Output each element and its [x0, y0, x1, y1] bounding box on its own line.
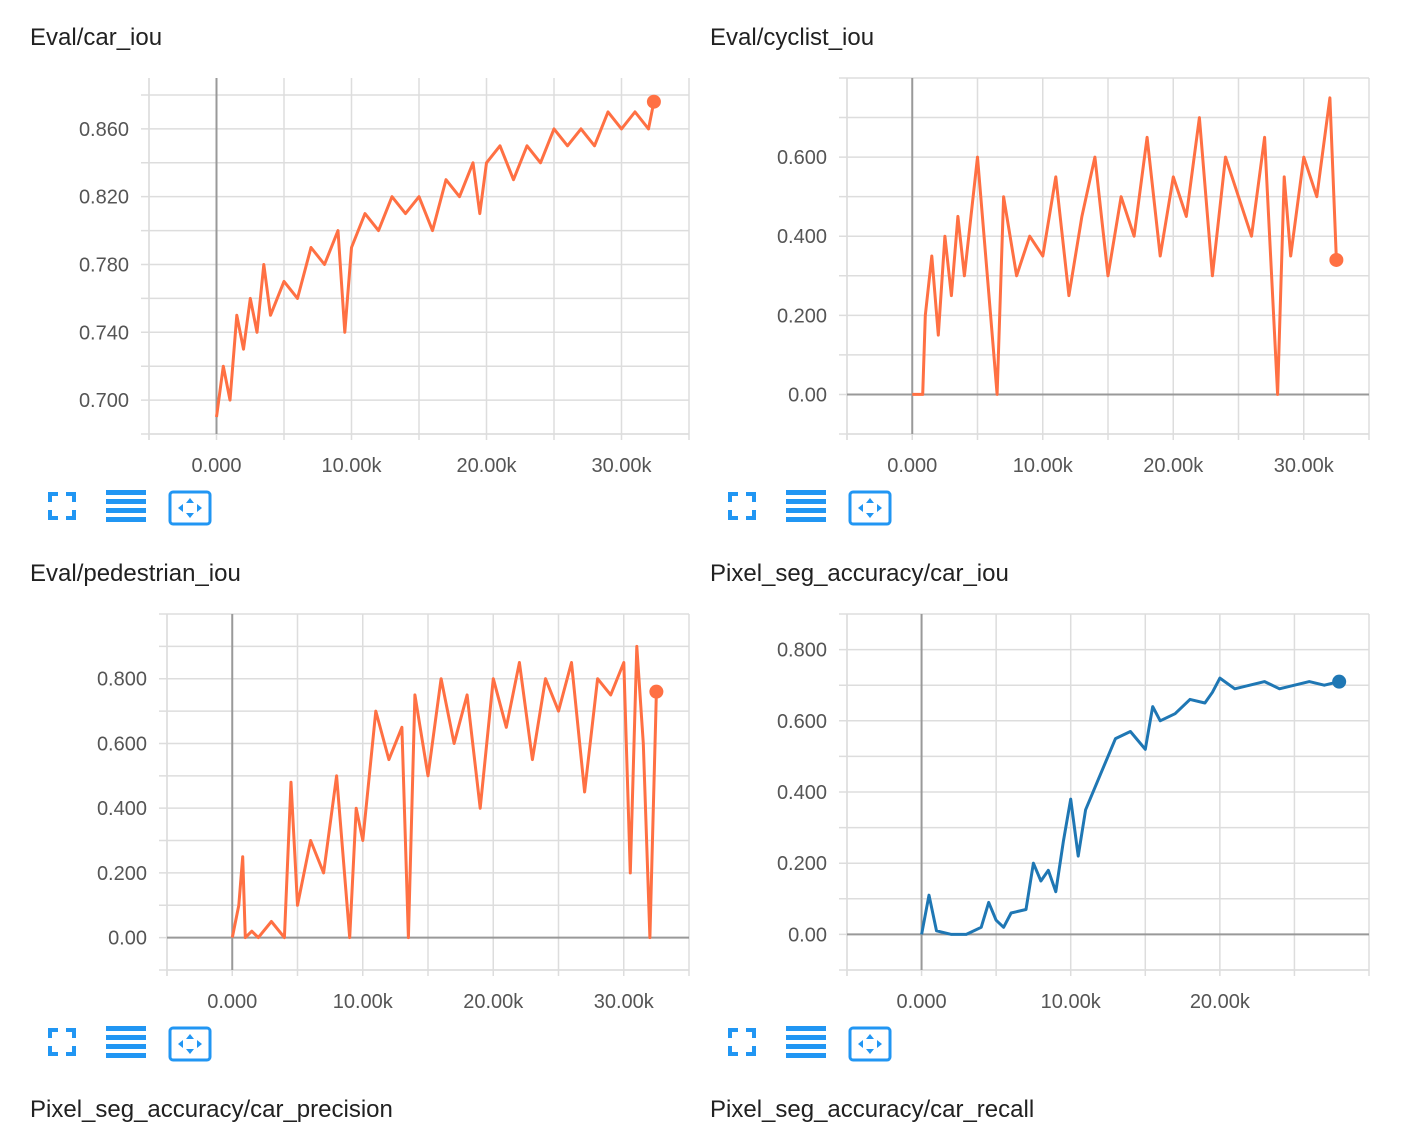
y-tick-label: 0.00 [108, 928, 147, 950]
next-chart-title-precision: Pixel_seg_accuracy/car_precision [30, 1096, 393, 1124]
fullscreen-icon [726, 1026, 758, 1058]
x-tick-label: 0.000 [887, 455, 937, 477]
y-tick-label: 0.400 [777, 782, 827, 804]
last-point-marker [1329, 253, 1343, 267]
x-tick-label: 20.00k [1143, 455, 1204, 477]
x-tick-label: 0.000 [191, 455, 241, 477]
series-line [922, 678, 1340, 934]
fit-domain-button[interactable] [848, 490, 884, 526]
x-tick-label: 30.00k [1274, 455, 1335, 477]
last-point-marker [649, 685, 663, 699]
fullscreen-button[interactable] [726, 490, 762, 526]
fit-domain-button[interactable] [168, 490, 204, 526]
fit-domain-icon [168, 1026, 212, 1062]
y-tick-label: 0.600 [777, 147, 827, 169]
x-tick-label: 10.00k [1013, 455, 1074, 477]
fit-domain-button[interactable] [848, 1026, 884, 1062]
fit-domain-icon [848, 1026, 892, 1062]
fullscreen-icon [46, 1026, 78, 1058]
chart-pedestrian-iou[interactable]: 0.00 0.200 0.400 0.600 0.800 0.000 10.00k 20.00… [30, 536, 710, 1026]
fit-domain-icon [848, 490, 892, 526]
x-tick-label: 0.000 [897, 991, 947, 1013]
y-tick-label: 0.200 [777, 853, 827, 875]
y-tick-label: 0.820 [79, 187, 129, 209]
series-line [217, 102, 654, 417]
fullscreen-button[interactable] [726, 1026, 762, 1062]
log-scale-button[interactable] [786, 490, 822, 526]
y-tick-label: 0.800 [777, 640, 827, 662]
y-tick-label: 0.400 [777, 226, 827, 248]
y-tick-label: 0.700 [79, 390, 129, 412]
y-tick-label: 0.200 [777, 305, 827, 327]
x-tick-label: 0.000 [207, 991, 257, 1013]
x-tick-label: 30.00k [591, 455, 652, 477]
x-tick-label: 10.00k [1041, 991, 1102, 1013]
x-tick-label: 20.00k [456, 455, 517, 477]
y-tick-label: 0.860 [79, 119, 129, 141]
y-tick-label: 0.780 [79, 254, 129, 276]
x-tick-label: 10.00k [321, 455, 382, 477]
chart-card-cyclist-iou: Eval/cyclist_iou 0.00 0.200 0.400 0.600 0.00… [710, 0, 1390, 530]
next-chart-title-recall: Pixel_seg_accuracy/car_recall [710, 1096, 1034, 1124]
log-scale-button[interactable] [106, 1026, 142, 1062]
chart-card-car-iou: Eval/car_iou 0.700 0.740 0.780 0.820 0.860 0.… [30, 0, 710, 530]
chart-car-iou[interactable]: 0.700 0.740 0.780 0.820 0.860 0.000 10.00k 20.0… [30, 0, 710, 490]
chart-card-pedestrian-iou: Eval/pedestrian_iou 0.00 0.200 0.400 0.600 0… [30, 536, 710, 1066]
series-line [232, 646, 656, 937]
log-scale-button[interactable] [786, 1026, 822, 1062]
x-tick-label: 10.00k [333, 991, 394, 1013]
fit-domain-icon [168, 490, 212, 526]
log-scale-icon [106, 1026, 146, 1060]
fit-domain-button[interactable] [168, 1026, 204, 1062]
log-scale-icon [106, 490, 146, 524]
y-tick-label: 0.400 [97, 798, 147, 820]
chart-cyclist-iou[interactable]: 0.00 0.200 0.400 0.600 0.000 10.00k 20.00k 30.0… [710, 0, 1390, 490]
log-scale-button[interactable] [106, 490, 142, 526]
last-point-marker [1332, 675, 1346, 689]
y-tick-label: 0.200 [97, 863, 147, 885]
y-tick-label: 0.740 [79, 322, 129, 344]
y-tick-label: 0.600 [777, 711, 827, 733]
y-tick-label: 0.00 [788, 384, 827, 406]
chart-card-pixel-seg-car-iou: Pixel_seg_accuracy/car_iou 0.00 0.200 0.40… [710, 536, 1390, 1066]
y-tick-label: 0.00 [788, 924, 827, 946]
last-point-marker [647, 95, 661, 109]
y-tick-label: 0.600 [97, 733, 147, 755]
chart-pixel-seg-car-iou[interactable]: 0.00 0.200 0.400 0.600 0.800 0.000 10.00k 20.00… [710, 536, 1390, 1026]
x-tick-label: 30.00k [594, 991, 655, 1013]
log-scale-icon [786, 1026, 826, 1060]
log-scale-icon [786, 490, 826, 524]
x-tick-label: 20.00k [1190, 991, 1251, 1013]
y-tick-label: 0.800 [97, 669, 147, 691]
fullscreen-icon [726, 490, 758, 522]
series-line [912, 98, 1336, 395]
x-tick-label: 20.00k [463, 991, 524, 1013]
fullscreen-button[interactable] [46, 490, 82, 526]
fullscreen-button[interactable] [46, 1026, 82, 1062]
fullscreen-icon [46, 490, 78, 522]
